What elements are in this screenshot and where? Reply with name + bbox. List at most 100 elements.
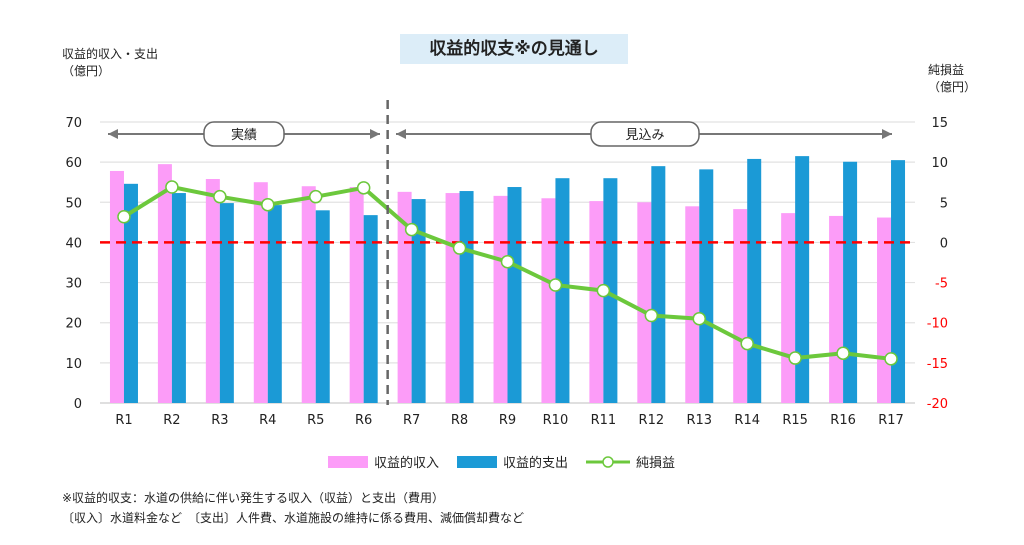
net-point	[836, 346, 850, 360]
net-point	[308, 189, 323, 204]
footnote-1: ※収益的収支：水道の供給に伴い発生する収入（収益）と支出（費用）	[62, 491, 445, 505]
net-point	[452, 241, 467, 255]
net-point	[644, 308, 659, 323]
net-point	[596, 283, 611, 298]
right-axis-unit: （億円）	[928, 80, 977, 94]
bar-expense	[411, 199, 426, 403]
bar-expense	[891, 160, 906, 403]
bar-income	[397, 191, 412, 403]
bar-income	[829, 215, 844, 403]
bar-income	[157, 164, 172, 403]
left-axis-unit: （億円）	[62, 64, 111, 78]
legend: 収益的収入 収益的支出 純損益	[328, 452, 675, 471]
x-tick-label: R7	[403, 413, 420, 428]
right-axis-label-line: 純損益	[928, 63, 965, 77]
left-tick-label: 40	[65, 236, 82, 251]
bar-income	[685, 206, 700, 403]
legend-label-expense: 収益的支出	[503, 456, 569, 471]
net-point	[548, 278, 563, 292]
bar-expense	[555, 178, 570, 403]
arrow-head-left	[396, 129, 406, 139]
arrow-head-left	[108, 129, 118, 139]
period-label: 実績	[231, 127, 257, 143]
left-tick-label: 0	[74, 397, 82, 412]
right-tick-label: -15	[927, 357, 948, 372]
x-tick-label: R15	[782, 413, 808, 428]
net-point	[213, 189, 227, 204]
net-point	[788, 351, 802, 365]
x-tick-label: R3	[211, 413, 228, 428]
net-point	[117, 209, 131, 224]
bar-expense	[123, 183, 138, 403]
x-tick-label: R5	[307, 413, 324, 428]
bar-income	[733, 209, 748, 403]
legend-swatch-net	[586, 455, 631, 468]
x-tick-label: R2	[163, 413, 180, 428]
left-axis-label: 収益的収入・支出 （億円）	[62, 46, 158, 80]
left-tick-label: 70	[65, 116, 82, 131]
right-tick-label: 5	[940, 196, 948, 211]
net-point	[261, 197, 275, 212]
bar-income	[301, 186, 316, 403]
bar-expense	[651, 166, 666, 403]
net-point	[884, 352, 898, 366]
bar-expense	[795, 156, 810, 403]
arrow-head-right	[882, 129, 892, 139]
net-point	[740, 336, 754, 351]
bar-expense	[507, 187, 522, 403]
chart-title: 収益的収支※の見通し	[400, 34, 628, 64]
right-axis-label: 純損益 （億円）	[928, 62, 976, 96]
bar-income	[493, 195, 508, 403]
x-tick-label: R8	[451, 413, 468, 428]
bar-expense	[219, 203, 234, 403]
bar-income	[589, 201, 604, 403]
net-point	[692, 311, 707, 326]
legend-swatch-expense	[457, 455, 498, 468]
left-axis-label-line: 収益的収入・支出	[62, 47, 159, 61]
net-point	[356, 181, 371, 195]
x-tick-label: R1	[115, 413, 132, 428]
legend-label-net: 純損益	[636, 456, 676, 471]
legend-label-income: 収益的収入	[374, 456, 440, 471]
bar-income	[445, 193, 460, 403]
bar-income	[637, 202, 652, 403]
bar-expense	[315, 210, 330, 403]
right-tick-label: 10	[931, 156, 948, 171]
x-tick-label: R14	[734, 413, 760, 428]
period-label-box	[203, 121, 285, 147]
right-tick-label: -20	[927, 397, 948, 412]
x-tick-label: R9	[499, 413, 516, 428]
x-tick-label: R10	[543, 413, 569, 428]
right-tick-label: -5	[935, 277, 948, 292]
footnote-2: 〔収入〕水道料金など 〔支出〕人件費、水道施設の維持に係る費用、減価償却費など	[62, 511, 525, 525]
left-tick-label: 60	[65, 156, 82, 171]
bar-expense	[459, 191, 474, 403]
x-tick-label: R13	[686, 413, 712, 428]
net-point	[500, 254, 515, 269]
x-tick-label: R12	[639, 413, 665, 428]
period-label-box	[590, 121, 700, 147]
bar-expense	[699, 169, 714, 403]
net-point	[165, 180, 179, 194]
bar-income	[541, 198, 556, 403]
bar-income	[205, 179, 220, 403]
right-tick-label: 15	[931, 116, 948, 131]
legend-swatch-income	[328, 455, 368, 468]
bar-expense	[843, 161, 858, 403]
net-point	[404, 222, 419, 237]
bar-income	[349, 187, 364, 403]
bar-expense	[363, 215, 378, 403]
right-tick-label: 0	[940, 236, 948, 251]
x-tick-label: R4	[259, 413, 276, 428]
left-tick-label: 10	[65, 357, 82, 372]
x-tick-label: R17	[878, 413, 904, 428]
bar-expense	[747, 158, 762, 403]
left-tick-label: 20	[65, 317, 82, 332]
x-tick-label: R11	[591, 413, 617, 428]
bar-income	[109, 170, 124, 403]
left-tick-label: 50	[65, 196, 82, 211]
left-tick-label: 30	[65, 277, 82, 292]
x-tick-label: R16	[830, 413, 856, 428]
x-tick-label: R6	[355, 413, 372, 428]
